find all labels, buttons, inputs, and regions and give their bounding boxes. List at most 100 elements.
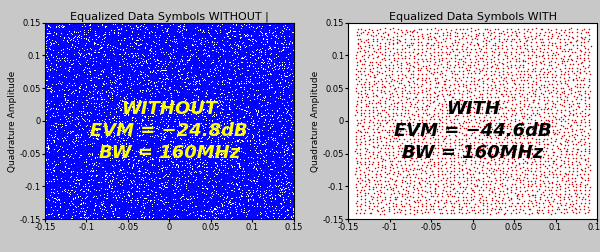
Point bbox=[98, 136, 107, 140]
Point bbox=[144, 159, 154, 163]
Point bbox=[514, 56, 524, 60]
Point bbox=[190, 96, 199, 100]
Point bbox=[283, 39, 293, 43]
Point bbox=[168, 68, 178, 72]
Point bbox=[160, 62, 169, 67]
Point bbox=[153, 96, 163, 100]
Point bbox=[120, 207, 130, 211]
Point bbox=[47, 102, 56, 106]
Point bbox=[388, 77, 397, 81]
Point bbox=[181, 116, 191, 120]
Point bbox=[219, 23, 229, 27]
Point bbox=[205, 106, 215, 110]
Point bbox=[516, 123, 526, 127]
Point bbox=[258, 145, 268, 149]
Point bbox=[152, 137, 162, 141]
Point bbox=[94, 205, 103, 209]
Point bbox=[129, 56, 139, 60]
Point bbox=[115, 37, 124, 41]
Point bbox=[155, 117, 164, 121]
Point bbox=[214, 160, 224, 164]
Point bbox=[76, 193, 86, 197]
Point bbox=[273, 58, 283, 62]
Point bbox=[44, 175, 53, 179]
Point bbox=[547, 82, 557, 86]
Point bbox=[151, 200, 161, 204]
Point bbox=[55, 127, 65, 131]
Point bbox=[285, 165, 295, 169]
Point bbox=[134, 165, 144, 169]
Point bbox=[87, 65, 97, 69]
Point bbox=[145, 36, 154, 40]
Point bbox=[214, 58, 223, 62]
Point bbox=[181, 72, 191, 76]
Point bbox=[191, 212, 200, 216]
Point bbox=[113, 191, 123, 195]
Point bbox=[112, 149, 122, 153]
Point bbox=[87, 85, 97, 89]
Point bbox=[52, 211, 61, 215]
Point bbox=[169, 71, 178, 75]
Point bbox=[160, 50, 169, 54]
Point bbox=[188, 143, 198, 147]
Point bbox=[111, 95, 121, 99]
Point bbox=[120, 102, 130, 106]
Point bbox=[118, 210, 128, 214]
Point bbox=[42, 192, 52, 196]
Point bbox=[575, 182, 585, 186]
Point bbox=[214, 61, 224, 66]
Point bbox=[270, 37, 280, 41]
Point bbox=[223, 209, 233, 213]
Point bbox=[266, 80, 275, 84]
Point bbox=[560, 189, 570, 193]
Point bbox=[55, 158, 64, 162]
Point bbox=[266, 23, 275, 27]
Point bbox=[74, 116, 84, 120]
Point bbox=[266, 127, 276, 131]
Point bbox=[403, 79, 412, 83]
Point bbox=[247, 76, 257, 80]
Point bbox=[146, 174, 155, 178]
Point bbox=[70, 141, 80, 145]
Point bbox=[194, 25, 204, 29]
Point bbox=[103, 59, 113, 63]
Point bbox=[110, 169, 119, 173]
Point bbox=[178, 137, 188, 141]
Point bbox=[224, 122, 234, 126]
Point bbox=[116, 141, 126, 145]
Point bbox=[79, 126, 88, 130]
Point bbox=[257, 174, 266, 178]
Point bbox=[261, 53, 271, 57]
Point bbox=[458, 172, 468, 176]
Point bbox=[195, 67, 205, 71]
Point bbox=[277, 95, 287, 99]
Point bbox=[86, 119, 96, 123]
Point bbox=[401, 132, 410, 136]
Point bbox=[166, 112, 176, 116]
Point bbox=[220, 25, 229, 29]
Point bbox=[279, 204, 289, 208]
Point bbox=[246, 184, 256, 188]
Point bbox=[99, 99, 109, 103]
Point bbox=[237, 114, 247, 118]
Point bbox=[256, 101, 266, 105]
Point bbox=[205, 92, 215, 96]
Point bbox=[114, 212, 124, 216]
Point bbox=[227, 214, 236, 218]
Point bbox=[42, 77, 52, 81]
Point bbox=[46, 214, 55, 218]
Point bbox=[185, 164, 194, 168]
Point bbox=[250, 102, 260, 106]
Point bbox=[218, 41, 228, 45]
Point bbox=[103, 132, 112, 136]
Point bbox=[121, 166, 131, 170]
Point bbox=[277, 136, 286, 140]
Point bbox=[178, 100, 187, 104]
Point bbox=[68, 215, 77, 219]
Point bbox=[143, 44, 153, 48]
Point bbox=[58, 101, 68, 105]
Point bbox=[180, 58, 190, 62]
Point bbox=[161, 50, 170, 54]
Point bbox=[40, 216, 50, 220]
Point bbox=[154, 125, 163, 129]
